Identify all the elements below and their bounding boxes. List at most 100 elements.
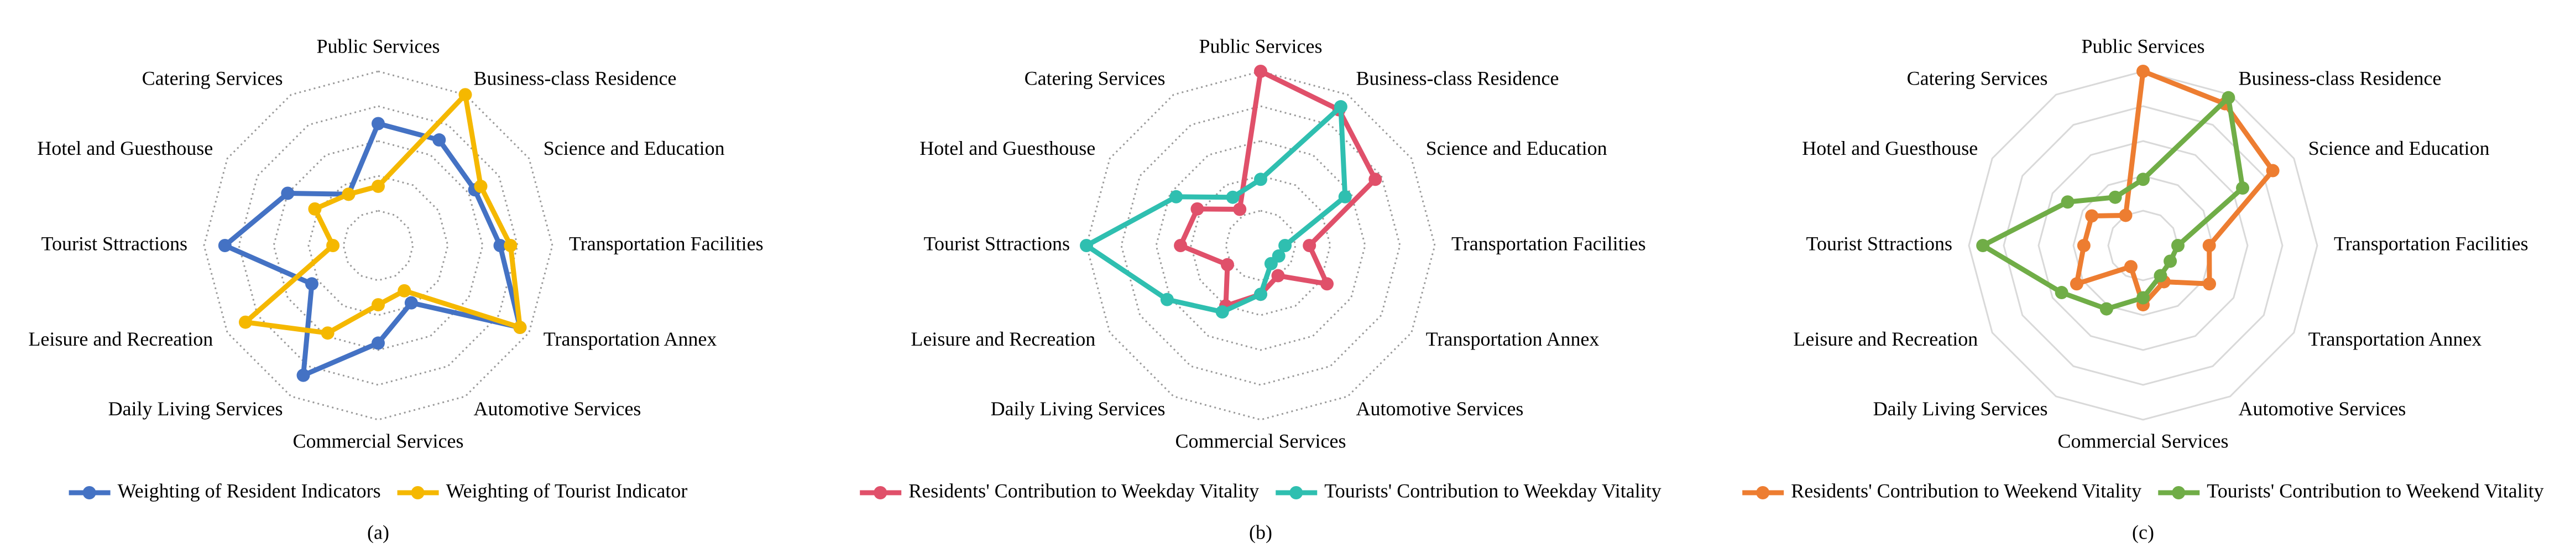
data-point (2124, 260, 2138, 274)
panel-label: (a) (367, 521, 389, 543)
category-label: Catering Services (1907, 67, 2048, 89)
data-point (1320, 277, 1334, 291)
data-point (372, 336, 385, 350)
category-label: Science and Education (544, 137, 725, 159)
data-point (218, 239, 232, 252)
category-label: Science and Education (1426, 137, 1607, 159)
data-point (1233, 202, 1247, 216)
data-point (432, 133, 446, 147)
category-label: Daily Living Services (991, 398, 1166, 420)
data-point (1190, 202, 1204, 216)
data-point (1220, 258, 1234, 272)
data-point (1271, 269, 1285, 283)
data-point (398, 284, 411, 298)
data-point (1264, 257, 1278, 270)
data-point (1338, 190, 1352, 204)
grid-ring (2072, 175, 2214, 316)
legend-label: Tourists' Contribution to Weekday Vitali… (1324, 479, 1661, 502)
category-label: Catering Services (142, 67, 283, 89)
category-label: Tourist Sttractions (1806, 232, 1952, 254)
data-point (372, 179, 385, 193)
legend: Residents' Contribution to Weekday Vital… (860, 479, 1661, 502)
category-label: Business-class Residence (1356, 67, 1559, 89)
panel-label: (c) (2132, 521, 2154, 543)
category-label: Automotive Services (474, 398, 641, 420)
grid-ring (273, 140, 484, 351)
data-point (458, 88, 472, 102)
grid-ring (2003, 105, 2284, 386)
data-point (2136, 65, 2150, 78)
radar-panel: Public Services Business-class Residence S… (1742, 35, 2544, 543)
category-label: Commercial Services (2058, 430, 2229, 452)
data-point (2171, 239, 2185, 252)
category-label: Tourist Sttractions (924, 232, 1070, 254)
data-point (1278, 239, 1292, 252)
data-point (2236, 181, 2250, 195)
data-point (308, 202, 322, 216)
legend-label: Tourists' Contribution to Weekend Vitali… (2207, 479, 2544, 502)
category-label: Catering Services (1025, 67, 1166, 89)
category-label: Leisure and Recreation (28, 328, 213, 350)
data-point (2202, 239, 2216, 252)
category-label: Commercial Services (293, 430, 464, 452)
category-label: Transportation Facilities (1451, 232, 1646, 254)
data-point (1976, 239, 1990, 252)
category-label: Hotel and Guesthouse (919, 137, 1095, 159)
legend: Residents' Contribution to Weekend Vital… (1742, 479, 2544, 502)
grid-ring (1225, 210, 1297, 281)
radar-panel: Public Services Business-class Residence S… (860, 35, 1661, 543)
grid-ring (1968, 70, 2318, 421)
data-point (281, 186, 295, 200)
category-label: Automotive Services (1356, 398, 1524, 420)
data-point (326, 239, 340, 252)
data-point (1254, 173, 1267, 186)
category-label: Transportation Annex (544, 328, 717, 350)
data-point (2222, 91, 2235, 105)
legend-label: Weighting of Tourist Indicator (446, 479, 688, 502)
data-point (1226, 190, 1240, 204)
data-point (1160, 293, 1174, 306)
data-point (2099, 302, 2113, 316)
legend-marker (82, 486, 96, 499)
category-label: Public Services (317, 35, 440, 57)
data-point (1169, 190, 1183, 204)
legend-label: Weighting of Resident Indicators (118, 479, 381, 502)
data-point (404, 296, 418, 310)
data-point (474, 179, 488, 193)
data-point (513, 321, 527, 335)
data-point (1254, 65, 1267, 78)
data-point (2108, 190, 2122, 204)
data-point (2164, 254, 2177, 268)
grid-ring (2037, 140, 2249, 351)
data-point (321, 326, 335, 340)
category-label: Transportation Annex (1426, 328, 1600, 350)
data-point (1215, 305, 1229, 319)
data-point (372, 298, 385, 312)
category-label: Leisure and Recreation (911, 328, 1095, 350)
data-point (2070, 277, 2083, 291)
data-point (2154, 269, 2167, 283)
data-point (1334, 100, 1347, 114)
legend-label: Residents' Contribution to Weekend Vital… (1791, 479, 2141, 502)
category-label: Daily Living Services (1873, 398, 2048, 420)
category-label: Science and Education (2308, 137, 2490, 159)
data-point (2203, 277, 2217, 291)
data-point (2136, 291, 2150, 305)
data-point (2266, 164, 2280, 178)
category-label: Public Services (1199, 35, 1323, 57)
panel-label: (b) (1249, 521, 1272, 543)
data-point (238, 315, 252, 329)
data-point (1080, 239, 1093, 252)
legend-marker (2172, 486, 2186, 499)
data-point (342, 187, 356, 201)
category-label: Daily Living Services (108, 398, 283, 420)
category-label: Business-class Residence (474, 67, 677, 89)
data-point (2085, 209, 2099, 223)
grid-ring (2107, 210, 2179, 281)
legend-marker (411, 486, 425, 499)
category-label: Public Services (2082, 35, 2205, 57)
data-point (1303, 239, 1316, 252)
category-label: Tourist Sttractions (41, 232, 187, 254)
data-point (2119, 208, 2133, 222)
